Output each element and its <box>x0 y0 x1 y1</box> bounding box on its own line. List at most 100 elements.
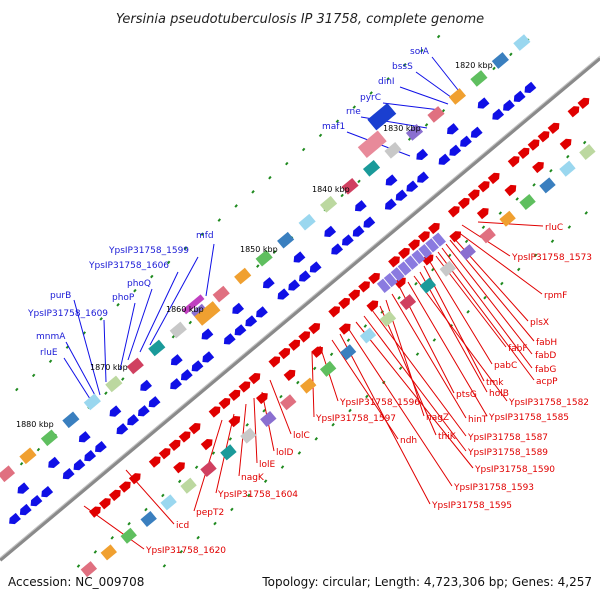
gene-arrow <box>384 198 397 210</box>
leader-line <box>119 302 136 371</box>
gene-block <box>0 465 16 483</box>
tick-mark <box>365 394 369 399</box>
gene-arrow <box>298 331 311 343</box>
gene-block <box>499 210 516 227</box>
gene-arrow <box>418 231 430 243</box>
tick-mark <box>194 465 199 470</box>
scale-labels: 1820 kbp 1830 kbp 1840 kbp 1850 kbp 1860… <box>16 61 493 429</box>
tick-mark <box>398 366 403 371</box>
accession-text: Accession: NC_009708 <box>8 575 144 589</box>
gene-arrow <box>268 356 281 368</box>
tick-mark <box>268 175 272 180</box>
gene-arrow <box>293 251 306 263</box>
gene-block <box>404 255 419 270</box>
tick-mark <box>213 521 217 526</box>
gene-arrow <box>513 90 526 102</box>
gene-block <box>200 460 217 478</box>
gene-arrow <box>577 97 590 109</box>
gene-arrow <box>449 144 462 156</box>
leader-line <box>127 288 153 361</box>
gene-block <box>320 195 338 213</box>
gene-arrow <box>547 122 560 135</box>
gene-arrow <box>507 156 520 168</box>
tick-mark <box>584 211 588 215</box>
gene-block <box>212 285 230 303</box>
tick-mark <box>335 119 340 124</box>
tick-mark <box>566 154 570 159</box>
gene-block <box>180 477 197 494</box>
gene-label: ptsG <box>456 390 477 400</box>
gene-arrow <box>368 272 380 285</box>
gene-arrow <box>95 441 107 453</box>
tick-mark <box>162 564 167 568</box>
gene-block <box>194 301 221 326</box>
gene-block <box>359 327 377 344</box>
leader-line <box>477 221 544 227</box>
gene-label: ndh <box>400 436 417 446</box>
gene-block <box>148 339 166 357</box>
gene-label: plsX <box>530 318 549 328</box>
gene-arrow <box>30 494 43 507</box>
gene-arrow <box>288 279 301 291</box>
tick-mark <box>211 451 216 455</box>
tick-mark <box>296 380 300 385</box>
gene-arrow <box>328 306 341 318</box>
gene-label: lolD <box>276 448 294 458</box>
tick-mark <box>415 352 420 356</box>
tick-mark <box>121 377 125 381</box>
tick-mark <box>15 387 19 392</box>
gene-block <box>539 177 556 194</box>
leader-line <box>139 271 179 353</box>
tick-mark <box>144 507 148 512</box>
gene-arrow <box>311 346 323 358</box>
leader-line <box>63 357 93 403</box>
tick-mark <box>516 267 521 272</box>
gene-block <box>411 249 426 265</box>
gene-arrow <box>395 189 408 201</box>
tick-mark <box>432 338 437 342</box>
gene-arrow <box>416 148 429 161</box>
gene-arrow <box>109 405 122 417</box>
tick-mark <box>340 193 344 198</box>
gene-block <box>439 260 456 277</box>
gene-arrow <box>255 392 268 405</box>
gene-label: YpsIP31758_1590 <box>474 465 555 475</box>
gene-block <box>432 232 446 247</box>
gene-label: YpsIP31758_1599 <box>108 246 189 256</box>
gene-label: pabC <box>494 361 517 371</box>
gene-arrow <box>170 378 182 390</box>
tick-mark <box>36 447 41 452</box>
gene-block <box>367 102 397 131</box>
gene-label: bssS <box>392 62 413 72</box>
gene-arrow <box>116 423 129 435</box>
leader-line <box>399 86 449 105</box>
left-gene-labels: solA bssS dinI pyrC rne maf1 mfd YpsIP31… <box>27 47 430 358</box>
gene-block <box>384 142 402 159</box>
gene-arrow <box>168 439 181 452</box>
gene-block <box>390 267 405 282</box>
right-gene-labels: rluC YpsIP31758_1573 rpmF plsX fabH fabD… <box>145 223 592 556</box>
leader-line <box>103 319 107 383</box>
gene-block <box>491 52 509 69</box>
gene-label: nagK <box>241 473 265 483</box>
gene-arrow <box>48 456 60 469</box>
tick-mark <box>177 479 182 484</box>
gene-block <box>341 177 359 195</box>
gene-arrow <box>283 369 296 382</box>
tick-mark <box>549 168 553 173</box>
gene-block <box>234 267 252 285</box>
leader-line <box>269 379 292 435</box>
gene-block <box>300 377 317 394</box>
tick-mark <box>386 77 390 81</box>
gene-label: YpsIP31758_1585 <box>488 413 569 423</box>
gene-label: YpsIP31758_1597 <box>315 414 396 424</box>
tick-mark <box>285 161 289 166</box>
gene-label: nagZ <box>426 413 449 423</box>
leader-line <box>382 102 441 111</box>
gene-label: YpsIP31758_1620 <box>145 546 226 556</box>
tick-mark <box>397 296 401 300</box>
gene-block <box>479 227 496 244</box>
gene-label: pyrC <box>360 93 381 103</box>
tick-mark <box>498 211 503 215</box>
gene-arrow <box>527 139 540 151</box>
